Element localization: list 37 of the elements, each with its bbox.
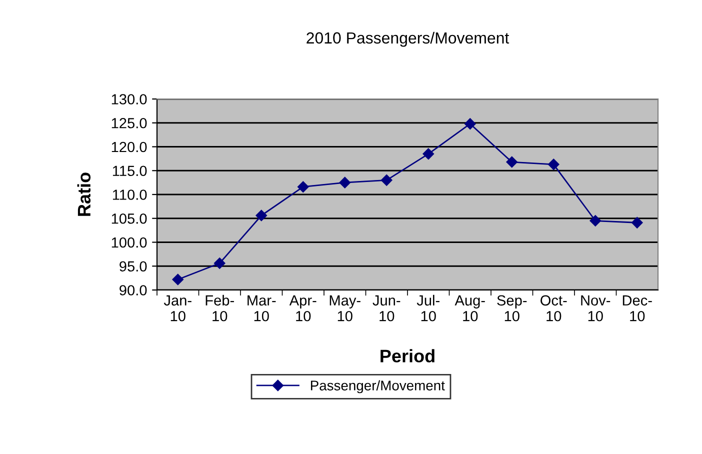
x-tick-label: Feb-10 — [206, 294, 234, 322]
legend-label: Passenger/Movement — [310, 380, 445, 394]
x-tick-label: Jun-10 — [372, 295, 400, 322]
point — [506, 156, 518, 168]
point — [256, 210, 267, 222]
y-tick-label: 115.0 — [112, 166, 147, 176]
point — [381, 174, 392, 186]
y-tick-label: 100.0 — [112, 237, 147, 248]
chart-title: 2010 Passengers/Movement — [306, 32, 510, 47]
x-tick-label: Oct-10 — [540, 295, 567, 322]
y-tick-label: 125.0 — [112, 118, 147, 128]
point — [422, 148, 434, 160]
x-tick-label: Sep-10 — [497, 295, 527, 322]
y-tick-label: 130.0 — [112, 94, 147, 104]
x-tick-label: Aug-10 — [454, 295, 485, 322]
x-tick-label: Jul-10 — [416, 294, 440, 322]
point — [298, 181, 309, 192]
point — [172, 274, 184, 286]
y-axis-title: Ratio — [77, 172, 91, 216]
x-tick-label: Dec-10 — [622, 295, 652, 322]
point — [464, 118, 476, 130]
point — [339, 176, 350, 188]
x-axis-title: Period — [380, 349, 434, 362]
point — [632, 217, 643, 228]
point — [548, 158, 560, 170]
x-tick-label: May-10 — [330, 295, 360, 322]
x-tick-label: Mar-10 — [248, 295, 276, 322]
y-tick-label: 90.0 — [120, 285, 147, 296]
y-tick-label: 95.0 — [120, 261, 147, 272]
y-tick-label: 105.0 — [112, 213, 147, 224]
point — [590, 215, 601, 226]
y-tick-label: 120.0 — [112, 142, 147, 152]
x-tick-label: Apr-10 — [289, 295, 316, 322]
point — [214, 258, 226, 269]
x-tick-label: Nov-10 — [581, 295, 610, 322]
x-tick-label: Jan-10 — [164, 295, 192, 322]
y-tick-label: 110.0 — [112, 190, 147, 200]
